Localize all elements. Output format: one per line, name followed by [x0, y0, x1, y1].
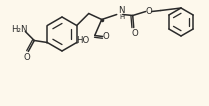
Text: H: H [120, 14, 125, 20]
Text: H₂N: H₂N [11, 25, 28, 34]
Text: O: O [131, 29, 138, 38]
Text: N: N [118, 6, 124, 15]
Text: O: O [103, 32, 110, 41]
Text: HO: HO [76, 36, 90, 45]
Text: O: O [145, 7, 152, 16]
Text: O: O [24, 52, 31, 61]
